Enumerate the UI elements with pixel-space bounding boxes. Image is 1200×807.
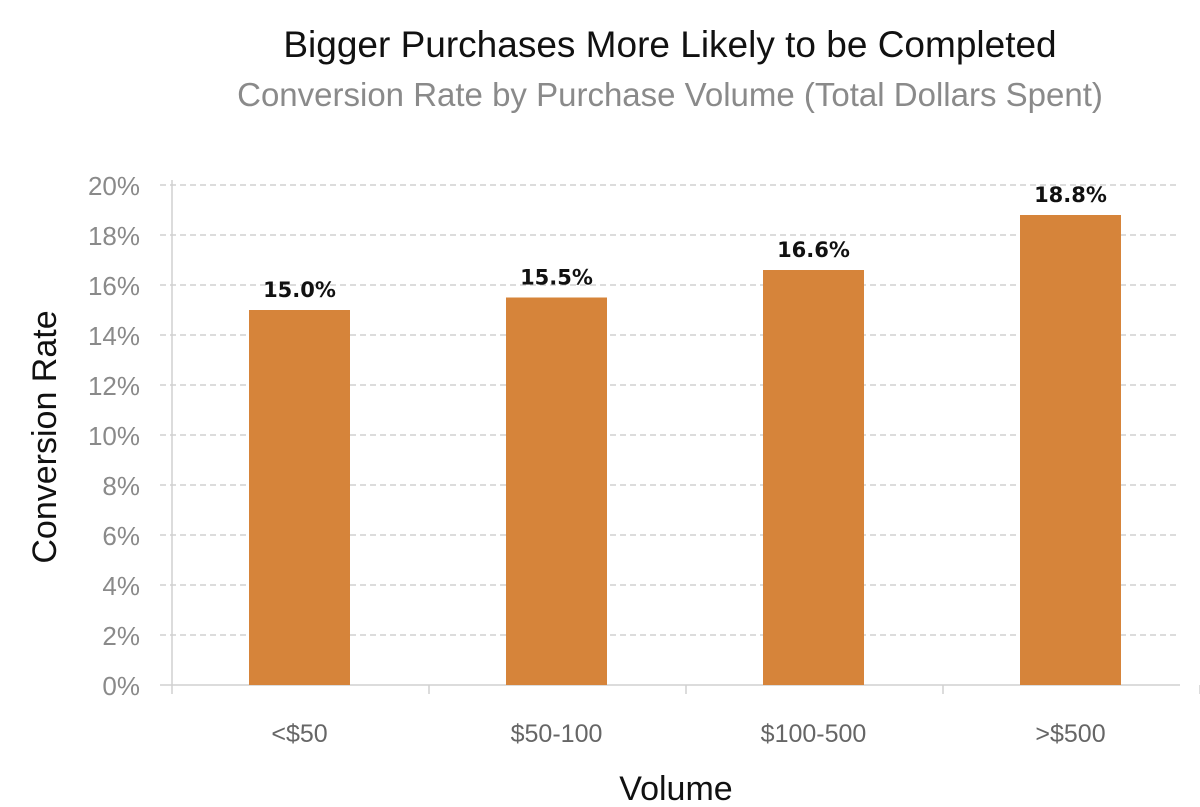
- y-tick-label: 6%: [102, 521, 140, 551]
- y-tick-label: 12%: [88, 371, 140, 401]
- bar: [1020, 215, 1121, 685]
- y-tick-label: 20%: [88, 171, 140, 201]
- bar: [763, 270, 864, 685]
- data-label: 15.5%: [520, 266, 593, 290]
- y-tick-label: 16%: [88, 271, 140, 301]
- y-tick-label: 0%: [102, 671, 140, 701]
- y-tick-label: 4%: [102, 571, 140, 601]
- data-label: 16.6%: [777, 238, 850, 262]
- chart-title: Bigger Purchases More Likely to be Compl…: [283, 24, 1057, 65]
- y-tick-label: 18%: [88, 221, 140, 251]
- y-tick-label: 10%: [88, 421, 140, 451]
- bar: [506, 297, 607, 685]
- data-label: 15.0%: [263, 278, 336, 302]
- y-axis-title: Conversion Rate: [26, 310, 64, 563]
- chart-subtitle: Conversion Rate by Purchase Volume (Tota…: [237, 76, 1103, 113]
- x-tick-label: >$500: [1035, 720, 1105, 748]
- bar: [249, 310, 350, 685]
- data-label: 18.8%: [1034, 183, 1107, 207]
- y-tick-label: 14%: [88, 321, 140, 351]
- y-tick-label: 2%: [102, 621, 140, 651]
- x-tick-label: $50-100: [511, 720, 603, 748]
- x-tick-label: $100-500: [761, 720, 867, 748]
- y-tick-label: 8%: [102, 471, 140, 501]
- x-axis-title: Volume: [619, 770, 732, 807]
- x-tick-label: <$50: [271, 720, 327, 748]
